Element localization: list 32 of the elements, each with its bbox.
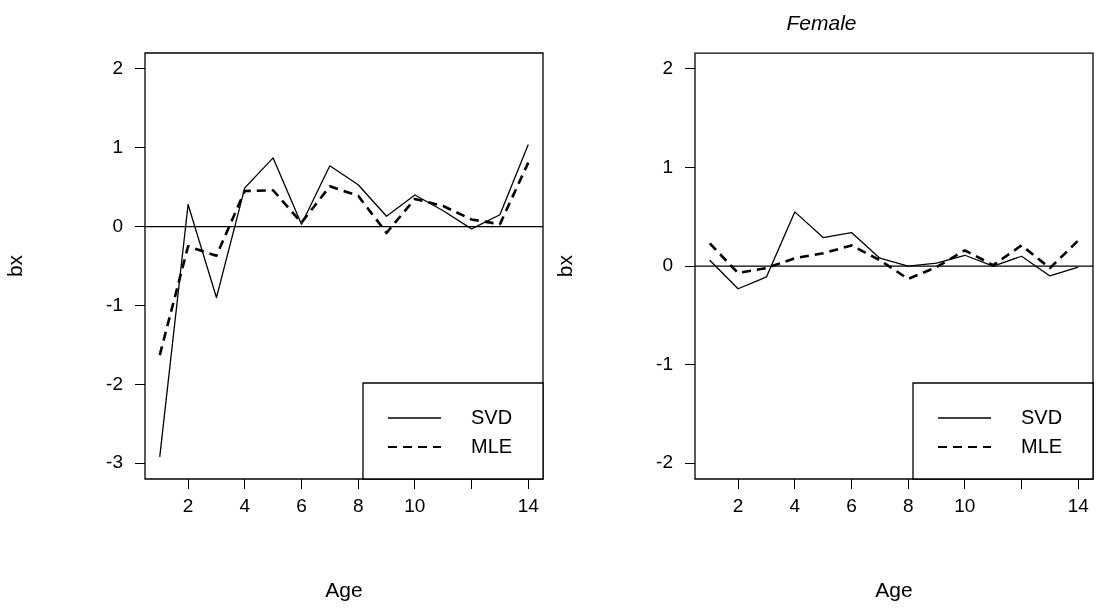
y-axis-title: bx xyxy=(3,254,27,278)
x-tick-label: 14 xyxy=(517,494,540,516)
y-tick-label: 0 xyxy=(662,254,673,276)
y-axis-title: bx xyxy=(553,254,577,278)
y-tick-label: 2 xyxy=(662,57,673,79)
x-tick-label: 10 xyxy=(954,494,976,516)
x-tick-label: 2 xyxy=(732,494,744,516)
legend-label: MLE xyxy=(471,434,513,457)
x-axis-title: Age xyxy=(325,578,363,602)
x-tick-label: 4 xyxy=(789,494,801,516)
x-tick-label: 10 xyxy=(404,494,426,516)
y-tick-label: -2 xyxy=(656,451,673,473)
x-tick-label: 14 xyxy=(1067,494,1090,516)
x-tick-label: 2 xyxy=(182,494,194,516)
y-tick-label: -2 xyxy=(106,372,123,394)
legend-label: SVD xyxy=(471,405,513,428)
x-tick-label: 8 xyxy=(902,494,914,516)
y-tick-label: 0 xyxy=(112,214,123,236)
y-tick-label: 2 xyxy=(112,57,123,79)
x-tick-label: 4 xyxy=(239,494,251,516)
x-axis-title: Age xyxy=(875,578,913,602)
y-tick-label: -1 xyxy=(656,352,673,374)
chart-title: Female xyxy=(786,11,857,35)
legend-label: MLE xyxy=(1021,434,1063,457)
y-tick-label: 1 xyxy=(662,155,673,177)
x-tick-label: 6 xyxy=(846,494,857,516)
x-tick-label: 8 xyxy=(352,494,364,516)
legend-label: SVD xyxy=(1021,405,1063,428)
y-tick-label: -1 xyxy=(106,293,123,315)
x-tick-label: 6 xyxy=(296,494,307,516)
y-tick-label: 1 xyxy=(112,135,123,157)
y-tick-label: -3 xyxy=(106,451,123,473)
